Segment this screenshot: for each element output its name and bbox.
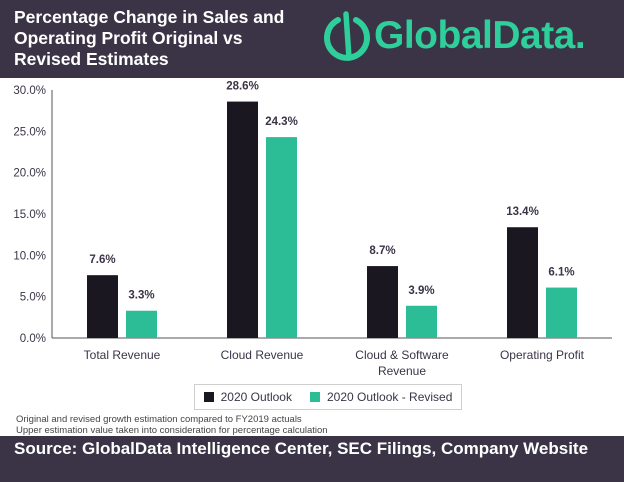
bar-value-label: 3.9% [408, 285, 434, 297]
legend-item-revised: 2020 Outlook - Revised [309, 390, 453, 404]
bar [227, 101, 258, 338]
bar-value-label: 8.7% [369, 245, 395, 257]
bar [87, 275, 118, 338]
bar-value-label: 3.3% [128, 290, 154, 302]
y-tick-label: 20.0% [13, 168, 46, 180]
legend-swatch-outlook [203, 392, 214, 402]
bars-group: 7.6% 3.3% 28.6% 24.3% 8.7% 3.9% 13.4% 6.1% [87, 81, 577, 338]
bar-value-label: 28.6% [226, 81, 259, 93]
globaldata-logo-icon [324, 11, 370, 61]
bar [507, 227, 538, 338]
x-tick-label: Operating Profit [500, 348, 585, 362]
y-tick-label: 0.0% [20, 333, 46, 345]
bar [367, 266, 398, 338]
brand-logo: GlobalData. [322, 10, 622, 68]
x-tick-label: Cloud & Software [355, 348, 449, 362]
y-tick-label: 15.0% [13, 209, 46, 221]
bar-value-label: 6.1% [548, 267, 574, 279]
legend-label-revised: 2020 Outlook - Revised [326, 390, 453, 404]
bar-value-label: 24.3% [265, 116, 298, 128]
bar-chart: 0.0% 5.0% 10.0% 15.0% 20.0% 25.0% 30.0% 7.6% 3.… [13, 81, 612, 378]
source-text: Source: GlobalData Intelligence Center, … [14, 439, 589, 458]
bar-value-label: 7.6% [89, 254, 115, 266]
legend-label-outlook: 2020 Outlook [220, 390, 292, 404]
x-axis-labels: Total Revenue Cloud Revenue Cloud & Softwa… [84, 348, 585, 378]
bar-value-label: 13.4% [506, 206, 539, 218]
y-tick-label: 25.0% [13, 126, 46, 138]
y-tick-label: 10.0% [13, 250, 46, 262]
y-tick-label: 5.0% [20, 292, 46, 304]
x-tick-label: Total Revenue [84, 348, 161, 362]
bar [406, 305, 437, 338]
footnotes: Original and revised growth estimation c… [16, 414, 328, 436]
chart-title: Percentage Change in Sales and Operating… [14, 7, 285, 69]
legend-swatch-revised [309, 392, 320, 402]
footer-banner: Source: GlobalData Intelligence Center, … [0, 436, 624, 482]
bar [266, 137, 297, 338]
x-tick-label: Cloud Revenue [221, 348, 304, 362]
x-tick-label: Revenue [378, 364, 426, 378]
legend-item-outlook: 2020 Outlook [203, 390, 292, 404]
footnote-line: Original and revised growth estimation c… [16, 414, 302, 425]
logo-wordmark: GlobalData. [374, 14, 586, 57]
chart-legend: 2020 Outlook 2020 Outlook - Revised [194, 384, 462, 410]
footnote-line: Upper estimation value taken into consid… [16, 425, 328, 436]
bar [546, 287, 577, 338]
y-tick-label: 30.0% [13, 85, 46, 97]
header-banner: Percentage Change in Sales and Operating… [0, 0, 624, 78]
bar [126, 310, 157, 338]
